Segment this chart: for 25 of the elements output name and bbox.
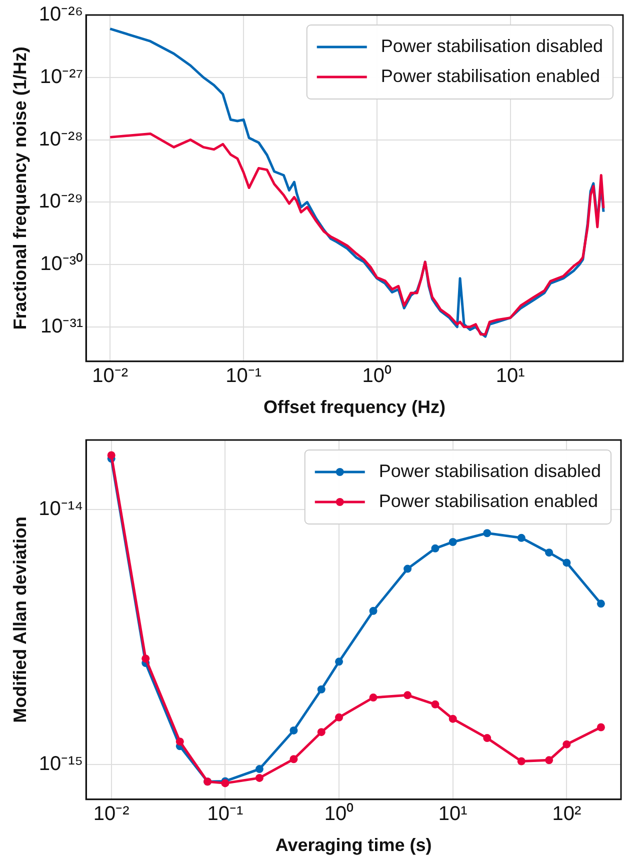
x-axis-title: Offset frequency (Hz) (264, 397, 446, 418)
legend-label: Power stabilisation disabled (380, 36, 604, 56)
y-tick-label: 10⁻²⁶ (38, 4, 84, 26)
y-tick-label: 10⁻²⁸ (38, 128, 84, 150)
y-tick-label: 10⁻¹⁵ (38, 753, 84, 776)
x-tick-label: 10¹ (438, 802, 468, 825)
y-tick-label: 10⁻²⁹ (38, 190, 84, 213)
legend-label: Power stabilisation disabled (378, 460, 602, 481)
x-tick-label: 10⁻² (92, 364, 128, 387)
y-tick-label: 10⁻¹⁴ (38, 498, 84, 520)
x-tick-label: 10¹ (496, 364, 526, 387)
y-tick-label: 10⁻²⁷ (40, 66, 84, 88)
y-tick-label: 10⁻³⁰ (40, 252, 84, 276)
x-tick-label: 10⁰ (324, 802, 354, 825)
x-tick-label: 10⁻¹ (207, 802, 244, 825)
x-tick-label: 10⁻² (93, 802, 130, 825)
y-axis-title: Modified Allan deviation (10, 516, 30, 723)
y-axis-title: Fractional frequency noise (1/Hz) (10, 46, 30, 330)
x-tick-label: 10⁻¹ (226, 364, 262, 387)
legend-label: Power stabilisation enabled (380, 66, 600, 86)
x-axis-title: Averaging time (s) (275, 835, 432, 856)
y-tick-label: 10⁻³¹ (40, 315, 84, 338)
x-tick-label: 10⁰ (362, 364, 392, 387)
x-tick-label: 10² (552, 802, 582, 825)
legend-label: Power stabilisation enabled (378, 490, 598, 511)
